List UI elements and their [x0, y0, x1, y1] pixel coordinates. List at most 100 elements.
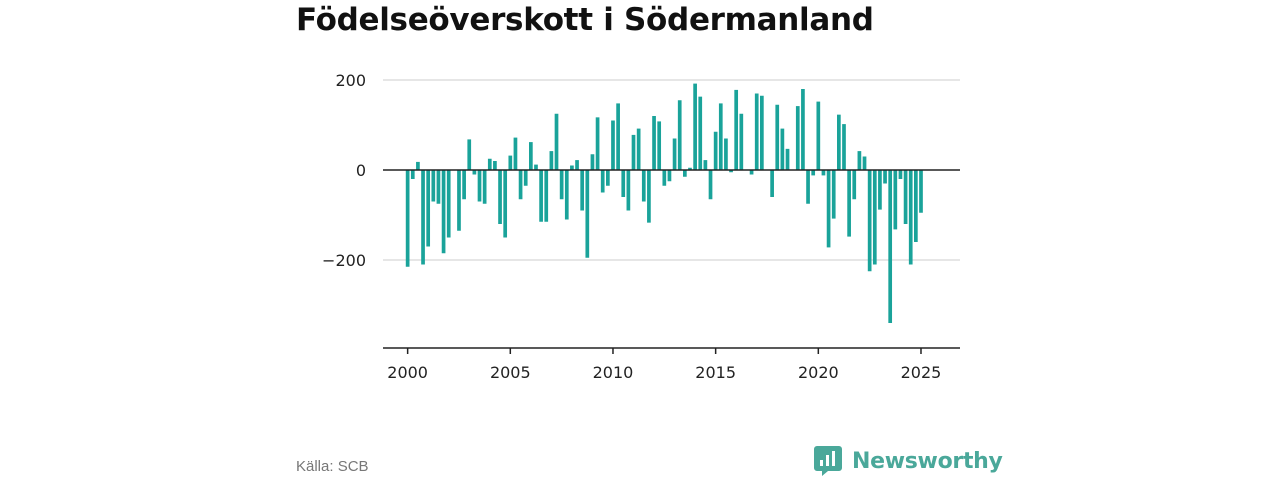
bar — [477, 170, 482, 202]
bar — [708, 170, 713, 200]
source-note: Källa: SCB — [296, 458, 369, 475]
bar — [585, 170, 590, 258]
bar — [431, 170, 436, 202]
bar — [539, 170, 543, 222]
bar — [821, 170, 826, 176]
y-tick-label: 0 — [356, 161, 366, 180]
bar — [852, 170, 857, 200]
brand-name: Newsworthy — [852, 448, 1003, 474]
bar — [811, 170, 816, 176]
bar — [703, 160, 708, 170]
bar — [421, 170, 425, 265]
bar — [914, 170, 918, 242]
bar — [677, 100, 682, 170]
bar — [842, 124, 846, 170]
bar — [683, 170, 687, 177]
axes — [383, 169, 960, 354]
bar — [754, 93, 759, 170]
bar — [857, 151, 862, 170]
bar — [898, 170, 903, 179]
bar — [795, 106, 800, 170]
bar — [611, 120, 615, 170]
bar — [780, 128, 785, 170]
bar — [760, 95, 764, 170]
x-tick-label: 2010 — [593, 363, 634, 382]
bar — [893, 170, 898, 230]
bar — [801, 89, 805, 170]
bar — [467, 139, 472, 170]
bar — [426, 170, 431, 247]
bar — [534, 164, 538, 170]
bar — [482, 170, 487, 204]
bar — [559, 170, 564, 200]
bar — [729, 170, 733, 173]
bar — [862, 156, 867, 170]
bar — [698, 96, 703, 170]
bar — [626, 170, 631, 211]
bar — [837, 114, 841, 170]
bar — [718, 103, 723, 170]
bar — [529, 142, 533, 170]
bar — [590, 154, 595, 170]
bar — [888, 170, 893, 323]
y-tick-label: −200 — [322, 251, 366, 270]
bar — [436, 170, 441, 204]
bar — [883, 170, 887, 184]
bar — [734, 89, 739, 170]
bar — [606, 170, 610, 186]
bar — [544, 170, 549, 222]
bar — [770, 170, 774, 197]
bar — [446, 170, 451, 238]
chart-title: Födelseöverskott i Södermanland — [296, 2, 874, 38]
bar — [724, 138, 728, 170]
x-tick-label: 2000 — [387, 363, 428, 382]
bar — [688, 167, 692, 170]
x-tick-label: 2025 — [901, 363, 942, 382]
bar — [554, 113, 559, 170]
bar — [749, 170, 754, 175]
bar — [919, 170, 923, 213]
bar — [575, 160, 579, 170]
bar — [713, 131, 718, 170]
bar — [826, 170, 831, 248]
bar — [487, 158, 492, 170]
bar — [564, 170, 569, 220]
bar — [831, 170, 836, 219]
bar — [549, 151, 554, 170]
bar — [847, 170, 851, 237]
bar — [457, 170, 461, 231]
bar — [523, 170, 528, 186]
bar — [410, 170, 415, 179]
bar — [621, 170, 626, 197]
bar — [498, 170, 502, 224]
bar — [472, 170, 477, 175]
bar — [785, 148, 790, 170]
bar — [636, 128, 641, 170]
bar — [657, 121, 662, 170]
bar — [580, 170, 585, 211]
bar — [641, 170, 646, 202]
bar — [867, 170, 872, 272]
bar — [600, 170, 605, 193]
bar — [667, 170, 672, 182]
bar — [513, 137, 518, 170]
bar — [595, 117, 600, 170]
bar — [652, 116, 656, 170]
x-tick-label: 2015 — [695, 363, 736, 382]
bar — [508, 155, 513, 170]
x-tick-label: 2020 — [798, 363, 839, 382]
bar — [441, 170, 446, 254]
x-tick-label: 2005 — [490, 363, 531, 382]
bar — [775, 104, 780, 170]
bar — [405, 170, 410, 267]
bar — [806, 170, 810, 204]
bar — [672, 138, 677, 170]
bar — [647, 170, 651, 223]
bar — [570, 165, 574, 170]
bar — [662, 170, 667, 186]
bar — [416, 161, 420, 170]
bar — [878, 170, 882, 210]
bar — [903, 170, 908, 224]
